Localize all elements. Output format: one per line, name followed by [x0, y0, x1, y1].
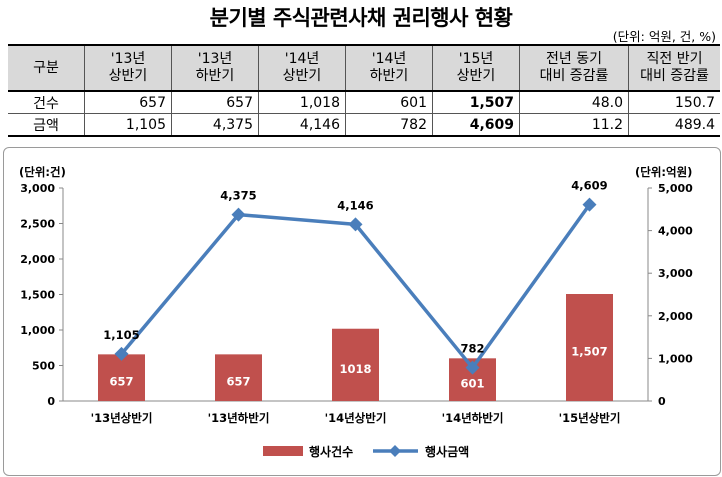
x-tick-label: '15년상반기: [559, 411, 621, 425]
table-cell: 11.2: [519, 113, 629, 137]
line-point-marker: [231, 207, 246, 222]
y-left-tick-label: 2,500: [20, 218, 55, 231]
line-point-marker: [114, 346, 129, 361]
table-row: 금액 1,105 4,375 4,146 782 4,609 11.2 489.…: [8, 113, 720, 137]
bar-haengsa-geonsu: [566, 294, 613, 401]
x-tick-label: '13년상반기: [91, 411, 153, 425]
header-14h2: '14년 하반기: [345, 44, 433, 92]
header-13h2: '13년 하반기: [171, 44, 259, 92]
table-cell: 150.7: [628, 90, 720, 114]
y-right-axis-label: (단위:억원): [635, 165, 692, 179]
bar-haengsa-geonsu: [98, 354, 145, 401]
legend-swatch-bar: [263, 446, 303, 456]
y-left-tick-label: 1,500: [20, 289, 55, 302]
header-15h1: '15년 상반기: [432, 44, 520, 92]
table-header-row: 구분 '13년 상반기 '13년 하반기 '14년 상반기 '14년 하반기 '15년 상…: [8, 44, 720, 92]
y-left-tick-label: 3,000: [20, 182, 55, 195]
legend-label-line: 행사금액: [425, 444, 469, 459]
header-14h1: '14년 상반기: [258, 44, 346, 92]
y-right-tick-label: 3,000: [658, 267, 693, 280]
legend-label-bar: 행사건수: [309, 444, 353, 459]
table-row: 건수 657 657 1,018 601 1,507 48.0 150.7: [8, 90, 720, 114]
y-right-tick-label: 1,000: [658, 352, 693, 365]
bar-haengsa-geonsu: [332, 328, 379, 401]
x-tick-label: '13년하반기: [208, 411, 270, 425]
chart-frame: [3, 147, 721, 476]
x-tick-label: '14년하반기: [442, 411, 504, 425]
y-left-tick-label: 500: [32, 360, 55, 373]
line-point-marker: [582, 197, 597, 212]
header-hoh: 직전 반기 대비 증감률: [628, 44, 720, 92]
y-left-axis-label: (단위:건): [19, 165, 66, 179]
y-right-tick-label: 2,000: [658, 310, 693, 323]
y-right-tick-label: 4,000: [658, 225, 693, 238]
y-right-tick-label: 0: [658, 395, 666, 408]
summary-table: 구분 '13년 상반기 '13년 하반기 '14년 상반기 '14년 하반기 '15년 상…: [8, 44, 720, 137]
line-data-label: 1,105: [103, 328, 139, 342]
y-left-tick-label: 2,000: [20, 253, 55, 266]
header-category: 구분: [8, 44, 85, 92]
y-left-tick-label: 0: [47, 395, 55, 408]
bar-data-label: 601: [460, 377, 484, 391]
bar-data-label: 657: [226, 375, 250, 389]
y-left-tick-label: 1,000: [20, 324, 55, 337]
page-title: 분기별 주식관련사채 권리행사 현황: [209, 6, 513, 30]
bar-data-label: 1018: [339, 362, 371, 376]
table-cell: 1,507: [432, 90, 520, 114]
line-data-label: 782: [460, 342, 484, 356]
line-point-marker: [465, 360, 480, 375]
row-label: 금액: [8, 113, 85, 137]
line-data-label: 4,609: [571, 179, 607, 193]
y-right-tick-label: 5,000: [658, 182, 693, 195]
header-13h1: '13년 상반기: [84, 44, 172, 92]
bar-data-label: 657: [109, 375, 133, 389]
line-data-label: 4,146: [337, 198, 373, 212]
header-yoy: 전년 동기 대비 증감률: [519, 44, 629, 92]
table-cell: 489.4: [628, 113, 720, 137]
line-data-label: 4,375: [220, 189, 256, 203]
legend-marker-line: [389, 445, 401, 457]
bar-data-label: 1,507: [571, 345, 607, 359]
unit-note: (단위: 억원, 건, %): [612, 29, 716, 44]
bar-haengsa-geonsu: [215, 354, 262, 401]
table-cell: 782: [345, 113, 433, 137]
line-point-marker: [348, 217, 363, 232]
table-cell: 48.0: [519, 90, 629, 114]
x-tick-label: '14년상반기: [325, 411, 387, 425]
